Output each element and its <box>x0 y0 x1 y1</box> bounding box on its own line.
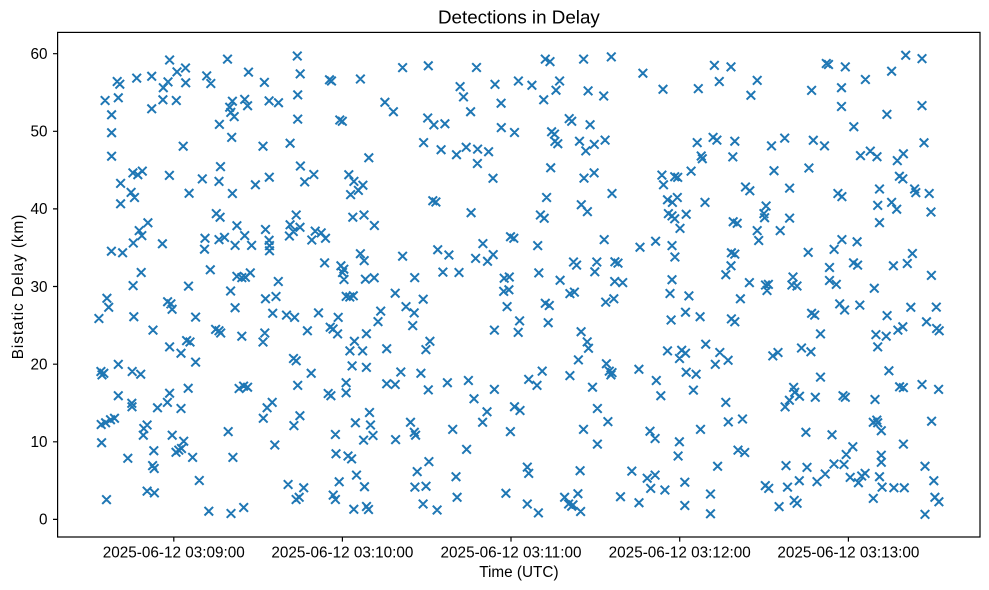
svg-text:2025-06-12 03:10:00: 2025-06-12 03:10:00 <box>271 545 413 562</box>
svg-text:40: 40 <box>30 201 47 218</box>
svg-text:2025-06-12 03:13:00: 2025-06-12 03:13:00 <box>777 545 919 562</box>
svg-text:Time (UTC): Time (UTC) <box>479 564 558 581</box>
svg-text:50: 50 <box>30 124 47 141</box>
svg-text:2025-06-12 03:11:00: 2025-06-12 03:11:00 <box>441 545 582 562</box>
svg-text:2025-06-12 03:09:00: 2025-06-12 03:09:00 <box>103 545 245 562</box>
svg-text:60: 60 <box>30 46 47 63</box>
svg-text:0: 0 <box>39 512 48 529</box>
svg-text:Bistatic Delay (km): Bistatic Delay (km) <box>10 214 27 360</box>
svg-text:20: 20 <box>30 357 47 374</box>
svg-text:10: 10 <box>30 434 47 451</box>
svg-text:Detections in Delay: Detections in Delay <box>438 7 600 28</box>
svg-text:2025-06-12 03:12:00: 2025-06-12 03:12:00 <box>609 545 751 562</box>
svg-text:30: 30 <box>30 279 47 296</box>
